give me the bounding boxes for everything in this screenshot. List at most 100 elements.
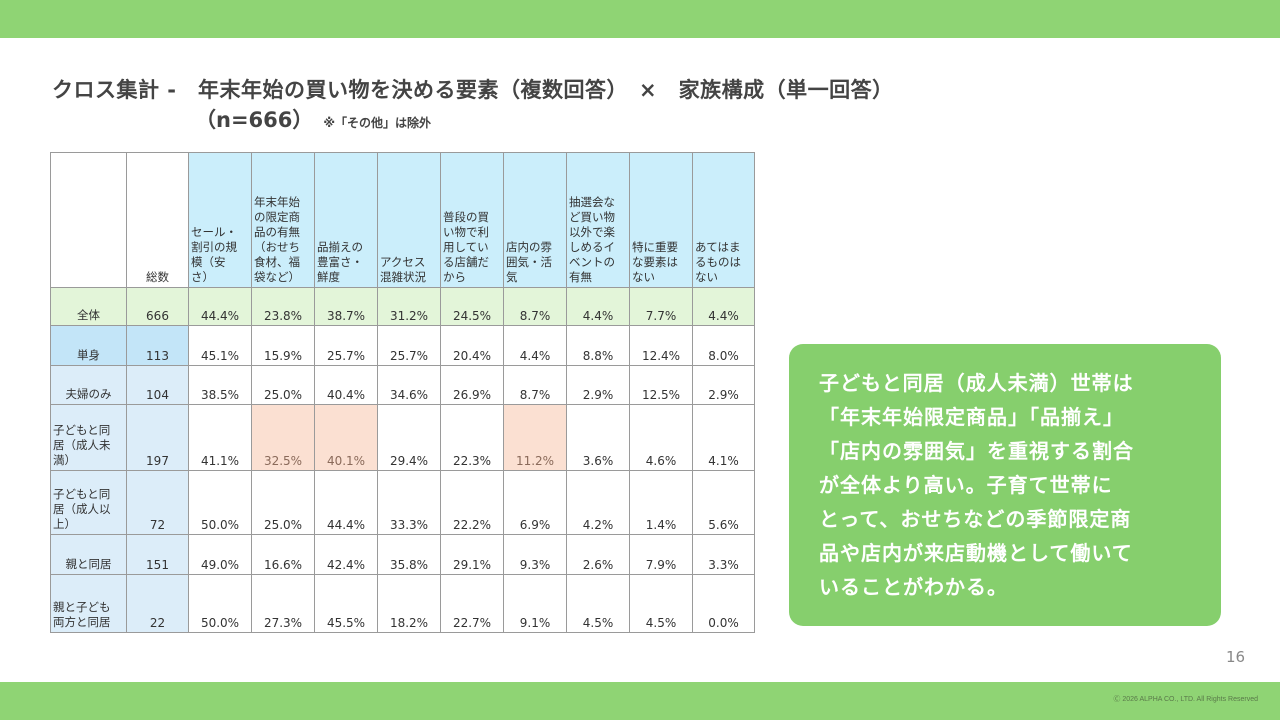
value-cell: 35.8% xyxy=(377,534,441,575)
value-cell: 33.3% xyxy=(377,470,441,535)
sample-size: （n=666） xyxy=(195,108,314,132)
total-cell: 72 xyxy=(126,470,189,535)
row-label-couple: 夫婦のみ xyxy=(50,365,127,405)
value-cell: 3.3% xyxy=(692,534,755,575)
value-cell: 24.5% xyxy=(440,287,504,326)
callout-line: が全体より高い。子育て世帯に xyxy=(819,473,1113,497)
total-cell: 22 xyxy=(126,574,189,633)
value-cell: 22.3% xyxy=(440,404,504,471)
value-cell: 38.7% xyxy=(314,287,378,326)
callout-line: 「店内の雰囲気」を重視する割合 xyxy=(819,439,1134,463)
value-cell: 50.0% xyxy=(188,470,252,535)
cross-tab-table: 総数 セール・ 割引の規 模（安 さ） 年末年始 の限定商 品の有無 （おせち 食材、福 袋など… xyxy=(50,152,755,633)
value-cell: 29.1% xyxy=(440,534,504,575)
value-cell: 3.6% xyxy=(566,404,630,471)
total-cell: 151 xyxy=(126,534,189,575)
value-cell: 25.0% xyxy=(251,470,315,535)
total-cell: 197 xyxy=(126,404,189,471)
insight-callout: 子どもと同居（成人未満）世帯は 「年末年始限定商品」「品揃え」 「店内の雰囲気」… xyxy=(789,344,1221,626)
value-cell: 7.9% xyxy=(629,534,693,575)
value-cell: 15.9% xyxy=(251,325,315,366)
header-assortment-freshness: 品揃えの 豊富さ・ 鮮度 xyxy=(314,152,378,288)
header-none-applicable: あてはま るものは ない xyxy=(692,152,755,288)
value-cell: 31.2% xyxy=(377,287,441,326)
header-sale-discount: セール・ 割引の規 模（安 さ） xyxy=(188,152,252,288)
header-nothing-important: 特に重要 な要素は ない xyxy=(629,152,693,288)
value-cell: 16.6% xyxy=(251,534,315,575)
table-row: 全体 666 44.4% 23.8% 38.7% 31.2% 24.5% 8.7… xyxy=(50,287,755,326)
value-cell: 2.6% xyxy=(566,534,630,575)
value-cell: 12.4% xyxy=(629,325,693,366)
header-store-atmosphere: 店内の雰 囲気・活気 xyxy=(503,152,567,288)
table-row: 単身 113 45.1% 15.9% 25.7% 25.7% 20.4% 4.4… xyxy=(50,325,755,366)
row-label-child-minor: 子どもと同 居（成人未 満） xyxy=(50,404,127,471)
value-cell: 25.7% xyxy=(377,325,441,366)
value-cell: 8.7% xyxy=(503,365,567,405)
value-cell: 8.0% xyxy=(692,325,755,366)
value-cell: 0.0% xyxy=(692,574,755,633)
value-cell: 27.3% xyxy=(251,574,315,633)
value-cell: 25.7% xyxy=(314,325,378,366)
value-cell: 22.2% xyxy=(440,470,504,535)
value-cell: 4.4% xyxy=(566,287,630,326)
header-access-crowding: アクセス 混雑状況 xyxy=(377,152,441,288)
value-cell: 50.0% xyxy=(188,574,252,633)
highlighted-value-cell: 11.2% xyxy=(503,404,567,471)
value-cell: 2.9% xyxy=(566,365,630,405)
value-cell: 42.4% xyxy=(314,534,378,575)
value-cell: 20.4% xyxy=(440,325,504,366)
value-cell: 40.4% xyxy=(314,365,378,405)
copyright-notice: Ⓒ 2026 ALPHA CO., LTD. All Rights Reserv… xyxy=(1113,696,1258,703)
value-cell: 44.4% xyxy=(314,470,378,535)
value-cell: 8.8% xyxy=(566,325,630,366)
value-cell: 22.7% xyxy=(440,574,504,633)
value-cell: 4.2% xyxy=(566,470,630,535)
value-cell: 29.4% xyxy=(377,404,441,471)
value-cell: 41.1% xyxy=(188,404,252,471)
value-cell: 4.5% xyxy=(629,574,693,633)
page-number: 16 xyxy=(1226,648,1246,666)
table-row: 夫婦のみ 104 38.5% 25.0% 40.4% 34.6% 26.9% 8… xyxy=(50,365,755,405)
header-limited-items: 年末年始 の限定商 品の有無 （おせち 食材、福 袋など） xyxy=(251,152,315,288)
header-total: 総数 xyxy=(126,152,189,288)
slide-title: クロス集計 - 年末年始の買い物を決める要素（複数回答） × 家族構成（単一回答… xyxy=(52,78,894,102)
value-cell: 12.5% xyxy=(629,365,693,405)
value-cell: 4.4% xyxy=(692,287,755,326)
row-label-child-adult: 子どもと同 居（成人以 上） xyxy=(50,470,127,535)
table-header-row: 総数 セール・ 割引の規 模（安 さ） 年末年始 の限定商 品の有無 （おせち 食材、福 袋など… xyxy=(50,152,755,288)
value-cell: 18.2% xyxy=(377,574,441,633)
table-row: 子どもと同 居（成人未 満） 197 41.1% 32.5% 40.1% 29.4%… xyxy=(50,404,755,471)
slide-subtitle: （n=666） ※「その他」は除外 xyxy=(195,104,431,134)
value-cell: 45.1% xyxy=(188,325,252,366)
value-cell: 44.4% xyxy=(188,287,252,326)
value-cell: 6.9% xyxy=(503,470,567,535)
header-usual-store: 普段の買 い物で利 用してい る店舗だ から xyxy=(440,152,504,288)
value-cell: 34.6% xyxy=(377,365,441,405)
callout-line: 品や店内が来店動機として働いて xyxy=(819,541,1133,565)
table-row: 子どもと同 居（成人以 上） 72 50.0% 25.0% 44.4% 33.3% … xyxy=(50,470,755,535)
table-row: 親と子ども 両方と同居 22 50.0% 27.3% 45.5% 18.2% 22… xyxy=(50,574,755,633)
row-label-parents-and-children: 親と子ども 両方と同居 xyxy=(50,574,127,633)
value-cell: 5.6% xyxy=(692,470,755,535)
value-cell: 45.5% xyxy=(314,574,378,633)
header-corner-cell xyxy=(50,152,127,288)
subtitle-note: ※「その他」は除外 xyxy=(323,116,432,130)
value-cell: 2.9% xyxy=(692,365,755,405)
callout-line: いることがわかる。 xyxy=(819,575,1008,599)
callout-line: とって、おせちなどの季節限定商 xyxy=(819,507,1132,531)
value-cell: 4.6% xyxy=(629,404,693,471)
value-cell: 25.0% xyxy=(251,365,315,405)
highlighted-value-cell: 40.1% xyxy=(314,404,378,471)
row-label-single: 単身 xyxy=(50,325,127,366)
row-label-with-parents: 親と同居 xyxy=(50,534,127,575)
total-cell: 104 xyxy=(126,365,189,405)
value-cell: 9.1% xyxy=(503,574,567,633)
value-cell: 4.4% xyxy=(503,325,567,366)
total-cell: 666 xyxy=(126,287,189,326)
callout-line: 子どもと同居（成人未満）世帯は xyxy=(819,371,1134,395)
highlighted-value-cell: 32.5% xyxy=(251,404,315,471)
value-cell: 4.5% xyxy=(566,574,630,633)
value-cell: 9.3% xyxy=(503,534,567,575)
top-accent-bar xyxy=(0,0,1280,38)
total-cell: 113 xyxy=(126,325,189,366)
